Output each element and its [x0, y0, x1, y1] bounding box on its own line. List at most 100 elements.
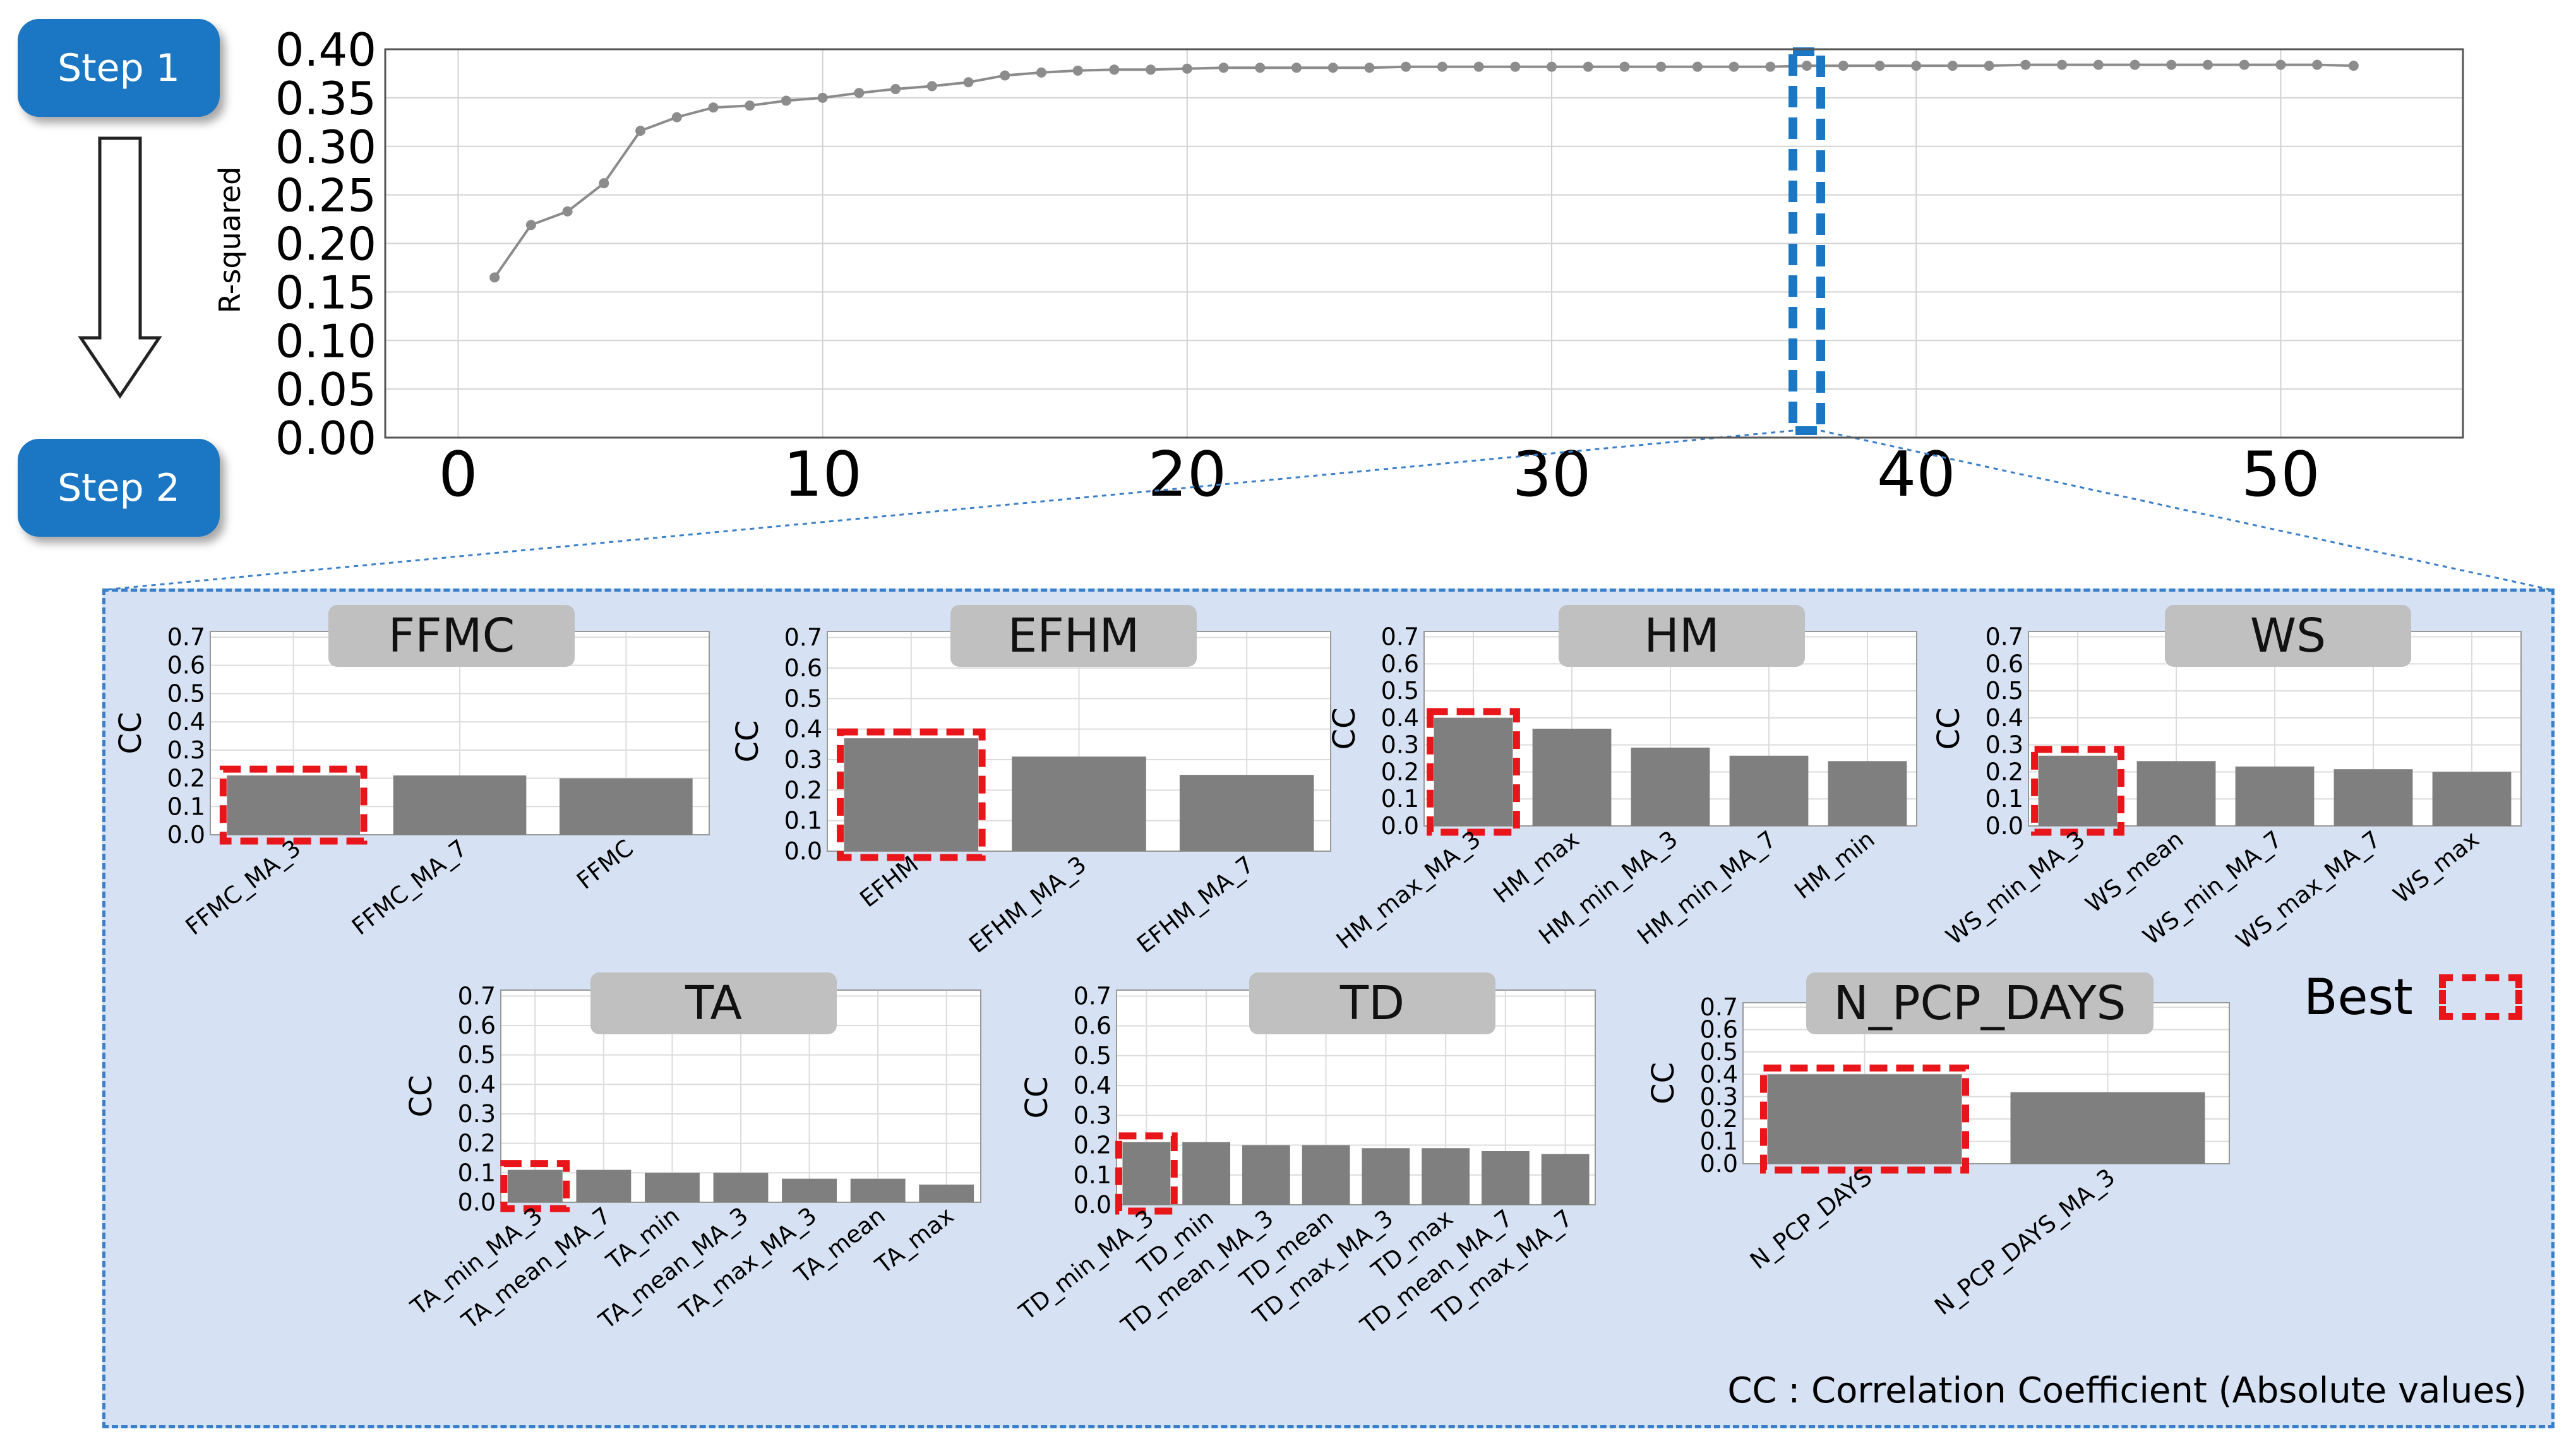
data-point	[1000, 70, 1010, 81]
data-point	[1072, 65, 1083, 76]
data-point	[781, 95, 791, 106]
data-point	[1692, 61, 1703, 72]
y-tick-label: 0.7	[167, 623, 205, 651]
r-squared-line	[493, 63, 2354, 278]
bar	[1179, 775, 1314, 851]
y-tick-label: 0.3	[1074, 1101, 1111, 1129]
y-tick-label: 0.40	[275, 23, 376, 76]
data-point	[1947, 61, 1958, 71]
y-tick-label: 0.5	[1700, 1038, 1738, 1066]
x-tick-label: EFHM_MA_3	[964, 851, 1091, 959]
data-point	[1583, 61, 1593, 72]
y-tick-label: 0.6	[1986, 650, 2023, 678]
y-axis-label: CC	[1327, 707, 1362, 750]
y-tick-label: 0.10	[275, 314, 376, 367]
y-tick-label: 0.3	[1986, 731, 2023, 759]
data-point	[1510, 61, 1521, 72]
data-point	[2020, 59, 2031, 70]
y-tick-label: 0.20	[275, 218, 376, 271]
y-tick-label: 0.6	[167, 652, 205, 679]
data-point	[2239, 59, 2250, 70]
y-tick-label: 0.3	[784, 746, 822, 774]
y-tick-label: 0.6	[1381, 650, 1419, 678]
data-point	[1218, 63, 1229, 73]
bar	[645, 1173, 700, 1202]
y-tick-label: 0.0	[1986, 812, 2023, 840]
y-tick-label: 0.2	[1986, 758, 2023, 786]
data-point	[562, 206, 573, 217]
y-tick-label: 0.0	[1381, 812, 1419, 840]
cc-footnote: CC : Correlation Coefficient (Absolute v…	[1727, 1370, 2527, 1411]
x-tick-label: FFMC	[572, 834, 638, 895]
data-point	[1728, 61, 1739, 72]
data-point	[745, 100, 755, 111]
data-point	[1911, 61, 1922, 71]
y-tick-label: 0.25	[275, 169, 376, 222]
data-point	[1473, 61, 1484, 72]
data-point	[2348, 61, 2359, 71]
down-arrow-icon	[78, 136, 162, 399]
main-y-ticks: 0.000.050.100.150.200.250.300.350.40	[275, 23, 376, 465]
bar	[1242, 1145, 1290, 1205]
y-tick-label: 0.5	[784, 684, 822, 712]
data-point	[1109, 64, 1120, 75]
y-tick-label: 0.5	[1381, 677, 1419, 705]
y-tick-label: 0.3	[458, 1100, 496, 1128]
y-tick-label: 0.7	[784, 624, 822, 652]
y-tick-label: 0.0	[1700, 1150, 1738, 1178]
bar-chart-n_pcp_days: 0.00.10.20.30.40.50.60.7 N_PCP_DAYS N_PCP_…	[1646, 993, 2230, 1320]
data-point	[1802, 61, 1812, 71]
data-point	[2130, 59, 2140, 70]
bar-chart-ta: 0.00.10.20.30.40.50.60.7TA_min_MA_3TA_me…	[404, 982, 981, 1335]
data-point	[1619, 61, 1630, 72]
main-plot-frame	[384, 48, 2464, 439]
best-highlight	[219, 765, 368, 845]
data-point	[1146, 64, 1156, 75]
data-point	[1874, 61, 1885, 71]
y-tick-label: 0.1	[1700, 1128, 1738, 1156]
data-point	[1364, 63, 1375, 73]
x-tick-label: 50	[2241, 439, 2320, 511]
data-point	[1437, 61, 1447, 72]
bar	[713, 1173, 769, 1202]
best-legend-label: Best	[2304, 969, 2413, 1026]
x-tick-label: WS_max	[2388, 825, 2484, 909]
y-tick-label: 0.00	[275, 412, 376, 465]
y-tick-label: 0.4	[1986, 704, 2023, 732]
bar	[1302, 1145, 1350, 1205]
y-tick-label: 0.1	[1381, 785, 1419, 813]
best-highlight	[1760, 1064, 1969, 1174]
main-x-ticks: 0 10 20 30 40 50	[438, 439, 2320, 511]
y-tick-label: 0.4	[458, 1070, 496, 1098]
r-squared-series	[493, 63, 2354, 278]
y-tick-label: 0.4	[1074, 1072, 1111, 1099]
step-1-badge: Step 1	[18, 19, 220, 117]
y-tick-label: 0.35	[275, 72, 376, 125]
data-point	[1765, 61, 1776, 72]
y-axis-label: CC	[730, 720, 765, 762]
bar	[560, 778, 693, 835]
x-tick-label: FFMC_MA_3	[181, 834, 306, 940]
data-point	[890, 84, 901, 95]
data-point	[1838, 61, 1848, 71]
data-point	[2202, 59, 2213, 70]
data-point	[1401, 61, 1411, 72]
bar-chart-ffmc: 0.00.10.20.30.40.50.60.7 FFMC_MA_3 FFMC_MA…	[113, 623, 710, 940]
y-tick-label: 0.7	[1381, 623, 1419, 651]
data-point	[1656, 61, 1667, 72]
y-tick-label: 0.5	[1986, 677, 2023, 705]
bar-chart-td: 0.00.10.20.30.40.50.60.7TD_min_MA_3TD_mi…	[1014, 982, 1596, 1340]
data-point	[1327, 63, 1338, 73]
y-tick-label: 0.5	[167, 679, 205, 707]
y-tick-label: 0.4	[1381, 704, 1419, 732]
y-tick-label: 0.05	[275, 363, 376, 416]
data-point	[1255, 63, 1266, 73]
y-axis-label: CC	[113, 712, 148, 754]
bar	[2333, 769, 2413, 826]
best-highlight	[2031, 746, 2124, 836]
x-tick-label: FFMC_MA_7	[347, 834, 472, 940]
